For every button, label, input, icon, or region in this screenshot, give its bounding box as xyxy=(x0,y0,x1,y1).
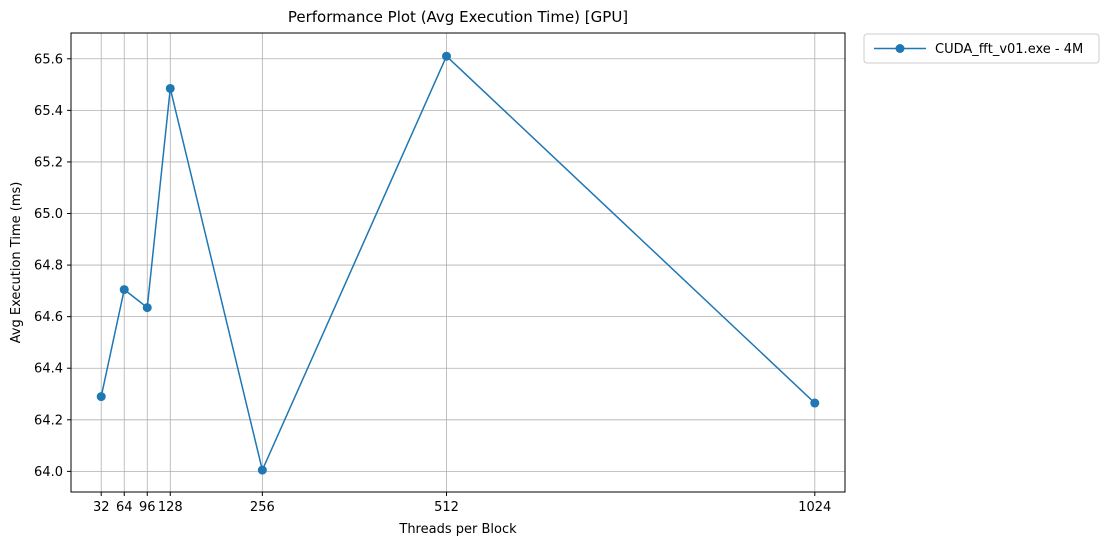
y-tick-label: 65.4 xyxy=(34,104,63,119)
x-tick-label: 96 xyxy=(139,500,156,515)
x-tick-label: 128 xyxy=(158,500,183,515)
x-axis-title: Threads per Block xyxy=(398,522,517,537)
y-tick-label: 65.6 xyxy=(34,52,63,67)
legend-box xyxy=(863,33,1100,64)
y-axis: 64.0 64.2 64.4 64.6 64.8 65.0 65.2 65.4 65.6 xyxy=(34,52,71,480)
legend-marker-swatch xyxy=(895,44,905,53)
series-layer xyxy=(96,51,820,475)
x-axis: 32 64 96 128 256 512 1024 xyxy=(93,492,831,515)
y-axis-title: Avg Execution Time (ms) xyxy=(9,182,24,344)
x-tick-label: 256 xyxy=(250,500,275,515)
y-tick-label: 64.0 xyxy=(34,465,63,480)
grid-layer xyxy=(71,33,845,492)
data-point xyxy=(119,285,129,295)
y-tick-label: 64.4 xyxy=(34,362,63,377)
y-tick-label: 65.0 xyxy=(34,207,63,222)
data-point xyxy=(810,398,820,408)
data-point xyxy=(257,465,267,475)
x-tick-label: 512 xyxy=(434,500,459,515)
y-tick-label: 65.2 xyxy=(34,155,63,170)
plot-frame xyxy=(70,32,846,493)
x-tick-label: 1024 xyxy=(798,500,831,515)
data-point xyxy=(96,392,106,402)
legend: CUDA_fft_v01.exe - 4M xyxy=(863,33,1100,64)
y-tick-label: 64.6 xyxy=(34,310,63,325)
legend-label: CUDA_fft_v01.exe - 4M xyxy=(935,42,1083,57)
data-point xyxy=(142,303,152,313)
y-tick-label: 64.2 xyxy=(34,413,63,428)
data-point xyxy=(441,51,451,61)
x-tick-label: 64 xyxy=(116,500,133,515)
chart-title: Performance Plot (Avg Execution Time) [G… xyxy=(288,8,628,26)
y-tick-label: 64.8 xyxy=(34,259,63,274)
data-point xyxy=(165,83,175,93)
x-tick-label: 32 xyxy=(93,500,110,515)
series-line xyxy=(100,54,816,473)
